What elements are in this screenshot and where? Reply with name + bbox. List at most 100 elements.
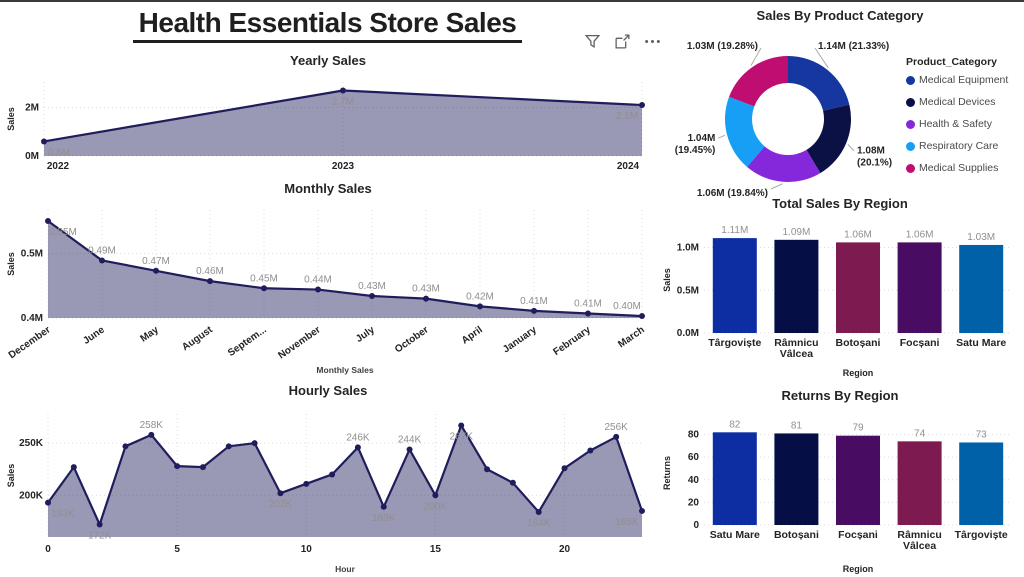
svg-text:267K: 267K	[450, 431, 474, 442]
svg-text:200K: 200K	[19, 490, 44, 501]
svg-text:Hour: Hour	[335, 564, 356, 574]
svg-text:1.06M: 1.06M	[906, 229, 934, 240]
svg-text:10: 10	[301, 544, 313, 555]
svg-text:Satu Mare: Satu Mare	[710, 529, 760, 541]
more-options-icon[interactable]	[644, 33, 661, 50]
svg-text:Vâlcea: Vâlcea	[903, 540, 936, 552]
svg-text:0.55M: 0.55M	[49, 227, 77, 238]
returns-by-region-title: Returns By Region	[781, 388, 899, 403]
svg-text:0.44M: 0.44M	[304, 275, 332, 286]
legend-label: Respiratory Care	[919, 140, 999, 152]
svg-text:2024: 2024	[617, 161, 640, 172]
svg-text:0.49M: 0.49M	[88, 245, 116, 256]
svg-text:February: February	[551, 324, 593, 358]
legend-item-medical-equipment[interactable]: Medical Equipment	[906, 74, 1020, 86]
sales-by-category-donut[interactable]: 1.14M (21.33%) 1.08M(20.1%) 1.06M (19.84%)…	[658, 27, 904, 199]
svg-text:0.47M: 0.47M	[142, 256, 170, 267]
svg-text:Sales: Sales	[6, 107, 16, 131]
legend-dot	[906, 163, 915, 173]
svg-text:Râmnicu: Râmnicu	[774, 337, 818, 349]
svg-text:1.03M: 1.03M	[967, 232, 995, 243]
svg-text:2023: 2023	[332, 161, 355, 172]
sales-by-category-visual: Sales By Product Category 1.14M (21.33%)…	[658, 4, 1022, 199]
svg-text:May: May	[138, 324, 161, 344]
svg-text:Sales: Sales	[662, 268, 672, 292]
svg-text:April: April	[460, 324, 485, 346]
svg-text:July: July	[354, 324, 377, 345]
svg-text:June: June	[81, 324, 107, 347]
svg-text:80: 80	[688, 430, 700, 441]
legend-item-medical-supplies[interactable]: Medical Supplies	[906, 162, 1020, 174]
yearly-sales-title: Yearly Sales	[290, 53, 366, 68]
svg-text:0: 0	[693, 520, 699, 531]
page-title: Health Essentials Store Sales	[132, 7, 523, 43]
svg-text:1.09M: 1.09M	[783, 227, 811, 238]
svg-text:0: 0	[45, 544, 51, 555]
svg-text:15: 15	[430, 544, 442, 555]
svg-text:0.0M: 0.0M	[677, 328, 699, 339]
monthly-sales-plot[interactable]: 0.4M 0.5M 0.55M 0.49M 0.47M 0.46M 0.45M 0.44M 0.…	[2, 198, 654, 378]
svg-text:December: December	[7, 324, 53, 361]
svg-text:0.45M: 0.45M	[250, 273, 278, 284]
yearly-sales-visual: Yearly Sales 0M 2M 0.6M 2.7M 2.1M 2022 2023 202…	[2, 52, 654, 176]
visual-header-toolbar	[584, 33, 661, 50]
hourly-sales-visual: Hourly Sales 200K 250K 193K 172K 258K 202K 246…	[2, 382, 654, 577]
legend-item-respiratory-care[interactable]: Respiratory Care	[906, 140, 1020, 152]
svg-text:1.04M: 1.04M	[688, 133, 716, 144]
svg-text:81: 81	[791, 420, 803, 431]
svg-text:Sales: Sales	[6, 464, 16, 488]
focus-mode-icon[interactable]	[614, 33, 631, 50]
svg-text:November: November	[276, 324, 322, 361]
svg-text:74: 74	[914, 428, 926, 439]
svg-text:246K: 246K	[346, 432, 370, 443]
svg-text:1.08M: 1.08M	[857, 146, 885, 157]
svg-text:Region: Region	[843, 368, 874, 378]
legend-item-health-safety[interactable]: Health & Safety	[906, 118, 1020, 130]
legend-label: Medical Devices	[919, 96, 996, 108]
svg-text:Focșani: Focșani	[838, 529, 878, 541]
svg-text:Târgoviște: Târgoviște	[708, 337, 761, 349]
filter-icon[interactable]	[584, 33, 601, 50]
svg-text:202K: 202K	[269, 499, 293, 510]
svg-text:Botoșani: Botoșani	[774, 529, 819, 541]
svg-text:0.41M: 0.41M	[520, 296, 548, 307]
svg-text:Returns: Returns	[662, 456, 672, 490]
svg-text:August: August	[180, 324, 215, 353]
returns-by-region-plot[interactable]: 0 20 40 60 80 82 Satu Mare 81 Botoșani 79 Focșani 7…	[658, 405, 1022, 577]
donut-legend: Product_Category Medical Equipment Medic…	[906, 56, 1020, 184]
legend-dot	[906, 75, 915, 85]
svg-text:0.40M: 0.40M	[613, 301, 641, 312]
svg-text:Târgoviște: Târgoviște	[955, 529, 1008, 541]
svg-text:40: 40	[688, 475, 700, 486]
returns-by-region-visual: Returns By Region 0 20 40 60 80 82 Satu Mare 81…	[658, 384, 1022, 577]
svg-text:2M: 2M	[25, 102, 39, 113]
hourly-sales-plot[interactable]: 200K 250K 193K 172K 258K 202K 246K 189K 244K 200K…	[2, 400, 654, 577]
svg-text:March: March	[616, 324, 646, 350]
svg-text:1.11M: 1.11M	[721, 225, 748, 236]
svg-text:(20.1%): (20.1%)	[857, 158, 892, 169]
legend-label: Medical Equipment	[919, 74, 1009, 86]
legend-dot	[906, 119, 915, 129]
yearly-sales-plot[interactable]: 0M 2M 0.6M 2.7M 2.1M 2022 2023 2024 Sales	[2, 70, 654, 176]
svg-text:250K: 250K	[19, 438, 44, 449]
total-sales-by-region-plot[interactable]: 0.0M 0.5M 1.0M 1.11M Târgoviște 1.09M RâmnicuV…	[658, 213, 1022, 381]
svg-text:Region: Region	[843, 564, 874, 574]
svg-text:1.0M: 1.0M	[677, 243, 699, 254]
svg-text:Vâlcea: Vâlcea	[780, 348, 813, 360]
svg-text:Monthly Sales: Monthly Sales	[316, 365, 373, 375]
svg-text:0.43M: 0.43M	[358, 281, 386, 292]
svg-text:(19.45%): (19.45%)	[675, 145, 716, 156]
svg-text:60: 60	[688, 452, 700, 463]
svg-text:0.4M: 0.4M	[21, 313, 43, 324]
svg-text:5: 5	[174, 544, 180, 555]
svg-text:2022: 2022	[47, 161, 70, 172]
legend-item-medical-devices[interactable]: Medical Devices	[906, 96, 1020, 108]
total-sales-by-region-visual: Total Sales By Region 0.0M 0.5M 1.0M 1.11M T…	[658, 192, 1022, 381]
svg-text:73: 73	[976, 429, 988, 440]
total-sales-by-region-title: Total Sales By Region	[772, 196, 908, 211]
svg-text:October: October	[393, 324, 431, 355]
svg-text:79: 79	[852, 423, 864, 434]
svg-text:Râmnicu: Râmnicu	[897, 529, 941, 541]
legend-label: Medical Supplies	[919, 162, 999, 174]
